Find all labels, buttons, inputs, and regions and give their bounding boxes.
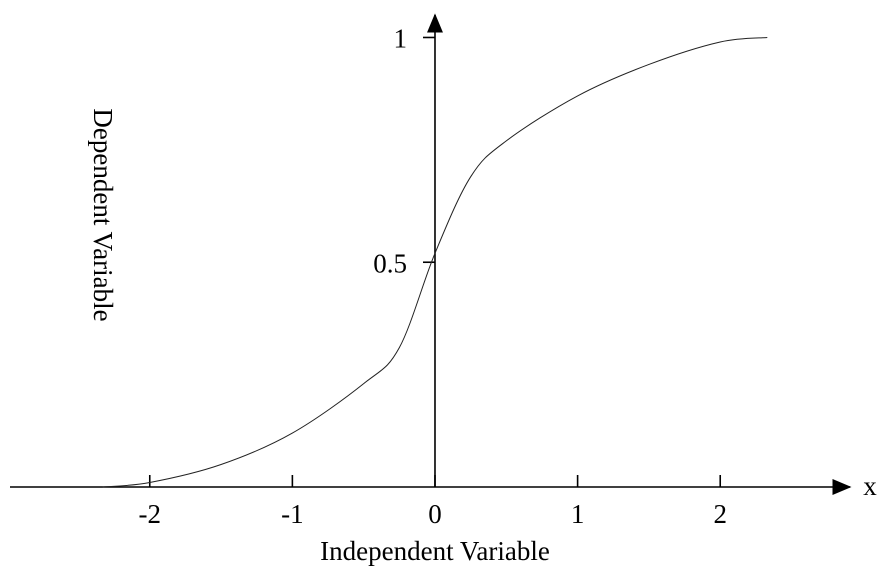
y-tick-label: 1 — [393, 24, 407, 54]
x-tick-label: -1 — [281, 499, 304, 529]
x-axis-title: Independent Variable — [320, 536, 550, 566]
y-tick-label: 0.5 — [373, 248, 407, 278]
y-axis-title: Dependent Variable — [88, 108, 118, 321]
x-tick-label: 2 — [713, 499, 727, 529]
x-tick-label: 0 — [428, 499, 442, 529]
x-tick-label: 1 — [571, 499, 585, 529]
x-axis-symbol: x — [863, 471, 877, 501]
x-tick-label: -2 — [139, 499, 162, 529]
chart: x Independent Variable Dependent Variabl… — [0, 0, 877, 569]
